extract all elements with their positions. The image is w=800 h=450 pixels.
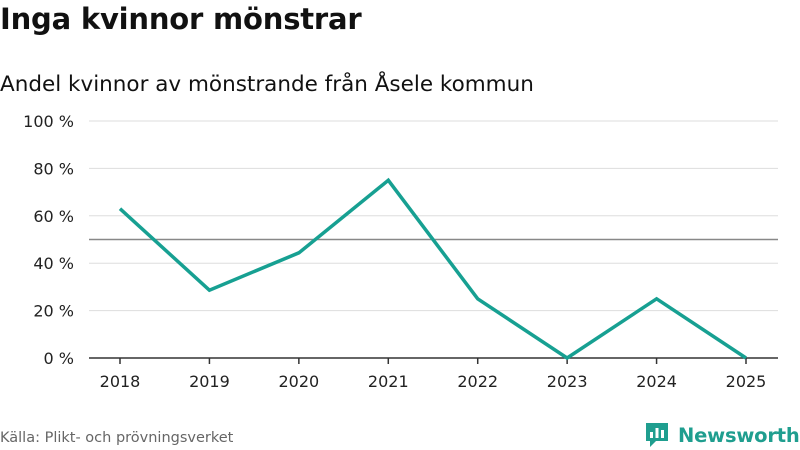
- chart-subtitle: Andel kvinnor av mönstrande från Åsele k…: [0, 72, 534, 97]
- line-chart: 0 % 20 % 40 % 60 % 80 % 100 % 2018 2019 2020 2021…: [23, 112, 778, 391]
- series-line: [118, 177, 747, 361]
- newsworthy-logo-icon: [646, 423, 668, 447]
- x-tick-label: 2019: [189, 372, 230, 391]
- x-tick-label: 2025: [726, 372, 767, 391]
- x-tick-label: 2022: [457, 372, 498, 391]
- chart-title: Inga kvinnor mönstrar: [0, 2, 362, 36]
- y-tick-label: 20 %: [33, 302, 74, 321]
- x-tick-label: 2021: [368, 372, 409, 391]
- x-tick-label: 2018: [100, 372, 141, 391]
- x-tick-label: 2020: [278, 372, 319, 391]
- y-tick-label: 0 %: [44, 349, 74, 368]
- y-tick-label: 100 %: [23, 112, 74, 131]
- y-tick-label: 40 %: [33, 254, 74, 273]
- y-tick-label: 80 %: [33, 159, 74, 178]
- x-tick-label: 2024: [636, 372, 677, 391]
- brand-name: Newsworthy: [678, 423, 800, 447]
- y-tick-label: 60 %: [33, 207, 74, 226]
- x-tick-label: 2023: [547, 372, 588, 391]
- brand-logo: Newsworthy: [644, 421, 800, 449]
- source-note: Källa: Plikt- och prövningsverket: [0, 430, 234, 446]
